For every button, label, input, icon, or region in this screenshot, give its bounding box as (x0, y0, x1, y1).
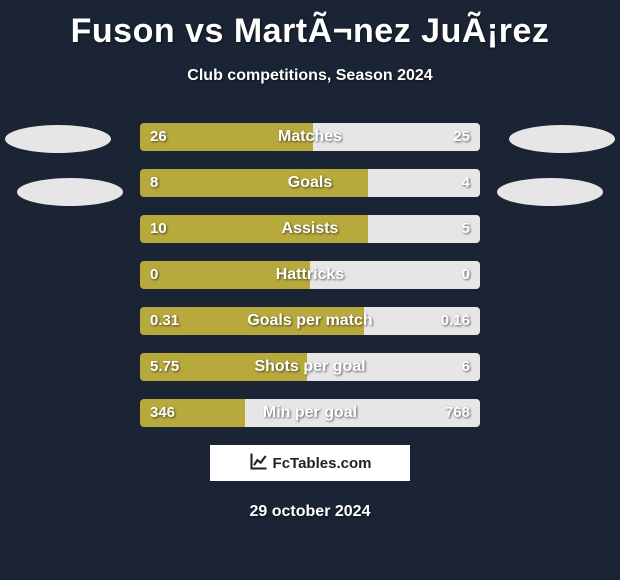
page-title: Fuson vs MartÃ¬nez JuÃ¡rez (0, 0, 620, 51)
stat-label: Hattricks (140, 261, 480, 289)
stat-right-value: 5 (462, 215, 470, 243)
brand-label: FcTables.com (273, 455, 372, 472)
stat-row: 346 Min per goal 768 (140, 399, 480, 427)
stat-row: 26 Matches 25 (140, 123, 480, 151)
stat-label: Goals (140, 169, 480, 197)
chart-icon (249, 451, 269, 475)
stat-row: 5.75 Shots per goal 6 (140, 353, 480, 381)
stat-right-value: 4 (462, 169, 470, 197)
stat-right-value: 0 (462, 261, 470, 289)
stat-row: 10 Assists 5 (140, 215, 480, 243)
stat-bars: 26 Matches 25 8 Goals 4 10 Assists 5 0 H… (140, 123, 480, 427)
stat-label: Matches (140, 123, 480, 151)
stat-row: 8 Goals 4 (140, 169, 480, 197)
comparison-chart: 26 Matches 25 8 Goals 4 10 Assists 5 0 H… (0, 123, 620, 427)
player-left-avatar-top (5, 125, 111, 153)
date-label: 29 october 2024 (0, 503, 620, 521)
stat-label: Min per goal (140, 399, 480, 427)
stat-right-value: 25 (453, 123, 470, 151)
stat-right-value: 768 (445, 399, 470, 427)
stat-row: 0 Hattricks 0 (140, 261, 480, 289)
player-left-avatar-bottom (17, 178, 123, 206)
stat-label: Shots per goal (140, 353, 480, 381)
subtitle: Club competitions, Season 2024 (0, 67, 620, 85)
stat-right-value: 0.16 (441, 307, 470, 335)
stat-row: 0.31 Goals per match 0.16 (140, 307, 480, 335)
player-right-avatar-top (509, 125, 615, 153)
player-right-avatar-bottom (497, 178, 603, 206)
stat-label: Goals per match (140, 307, 480, 335)
stat-right-value: 6 (462, 353, 470, 381)
brand-badge[interactable]: FcTables.com (210, 445, 410, 481)
stat-label: Assists (140, 215, 480, 243)
